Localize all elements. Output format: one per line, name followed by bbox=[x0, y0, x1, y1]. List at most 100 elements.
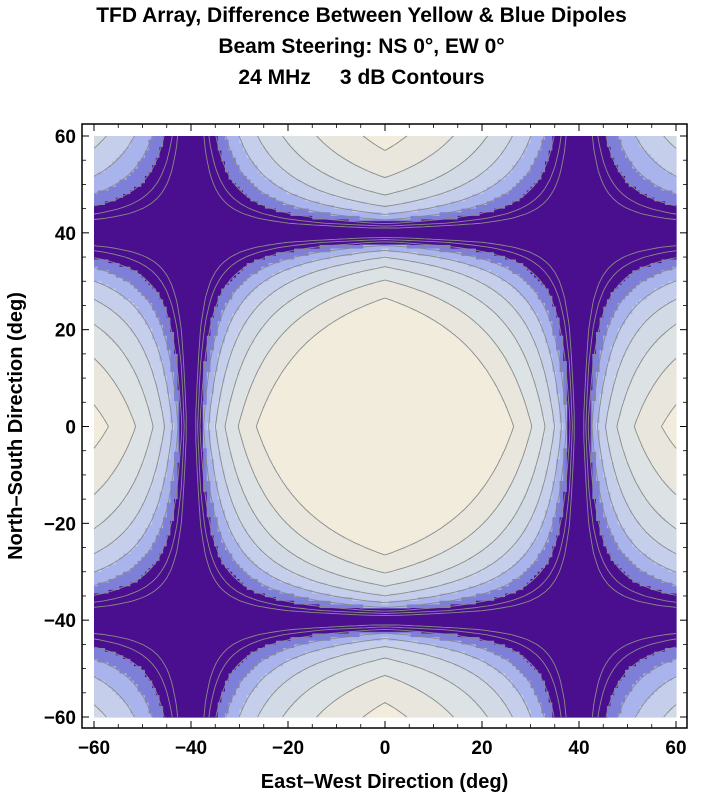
contour-cell bbox=[250, 165, 254, 169]
contour-cell bbox=[345, 187, 349, 191]
contour-cell bbox=[672, 198, 676, 202]
contour-cell bbox=[432, 169, 436, 173]
contour-cell bbox=[207, 212, 211, 216]
contour-cell bbox=[207, 194, 211, 198]
contour-cell bbox=[556, 187, 560, 191]
contour-cell bbox=[203, 172, 207, 176]
contour-cell bbox=[174, 216, 178, 220]
contour-cell bbox=[418, 147, 422, 151]
contour-cell bbox=[141, 187, 145, 191]
contour-cell bbox=[531, 172, 535, 176]
contour-cell bbox=[149, 154, 153, 158]
contour-cell bbox=[276, 169, 280, 173]
contour-cell bbox=[432, 161, 436, 165]
contour-cell bbox=[105, 183, 109, 187]
contour-cell bbox=[429, 172, 433, 176]
contour-cell bbox=[483, 194, 487, 198]
contour-cell bbox=[127, 158, 131, 162]
contour-cell bbox=[527, 161, 531, 165]
contour-cell bbox=[443, 165, 447, 169]
contour-cell bbox=[112, 147, 116, 151]
contour-cell bbox=[607, 136, 611, 140]
contour-cell bbox=[392, 183, 396, 187]
contour-cell bbox=[472, 140, 476, 144]
contour-cell bbox=[560, 198, 564, 202]
contour-cell bbox=[225, 176, 229, 180]
contour-cell bbox=[614, 180, 618, 184]
contour-cell bbox=[247, 143, 251, 147]
contour-cell bbox=[134, 190, 138, 194]
contour-cell bbox=[327, 169, 331, 173]
contour-cell bbox=[330, 172, 334, 176]
contour-cell bbox=[349, 169, 353, 173]
contour-cell bbox=[629, 201, 633, 205]
contour-cell bbox=[334, 161, 338, 165]
contour-cell bbox=[640, 136, 644, 140]
contour-cell bbox=[538, 136, 542, 140]
contour-cell bbox=[541, 205, 545, 209]
contour-cell bbox=[385, 161, 389, 165]
contour-cell bbox=[512, 205, 516, 209]
contour-cell bbox=[352, 136, 356, 140]
contour-cell bbox=[465, 187, 469, 191]
contour-cell bbox=[349, 151, 353, 155]
contour-cell bbox=[563, 245, 567, 249]
contour-cell bbox=[494, 151, 498, 155]
contour-cell bbox=[119, 198, 123, 202]
contour-cell bbox=[174, 176, 178, 180]
contour-cell bbox=[109, 169, 113, 173]
contour-cell bbox=[407, 136, 411, 140]
contour-cell bbox=[138, 143, 142, 147]
contour-cell bbox=[276, 190, 280, 194]
contour-cell bbox=[410, 143, 414, 147]
contour-cell bbox=[647, 216, 651, 220]
contour-cell bbox=[432, 154, 436, 158]
contour-cell bbox=[105, 147, 109, 151]
contour-cell bbox=[556, 140, 560, 144]
contour-cell bbox=[283, 205, 287, 209]
contour-cell bbox=[330, 154, 334, 158]
contour-cell bbox=[98, 176, 102, 180]
contour-cell bbox=[636, 216, 640, 220]
contour-cell bbox=[338, 136, 342, 140]
contour-cell bbox=[458, 147, 462, 151]
contour-cell bbox=[341, 143, 345, 147]
contour-cell bbox=[98, 136, 102, 140]
contour-cell bbox=[432, 190, 436, 194]
contour-cell bbox=[447, 205, 451, 209]
contour-cell bbox=[556, 194, 560, 198]
contour-cell bbox=[334, 216, 338, 220]
contour-cell bbox=[210, 190, 214, 194]
contour-cell bbox=[269, 216, 273, 220]
contour-cell bbox=[501, 201, 505, 205]
contour-cell bbox=[203, 176, 207, 180]
contour-cell bbox=[600, 216, 604, 220]
contour-cell bbox=[538, 212, 542, 216]
contour-cell bbox=[549, 161, 553, 165]
contour-cell bbox=[509, 172, 513, 176]
contour-cell bbox=[523, 245, 527, 249]
contour-cell bbox=[334, 165, 338, 169]
contour-cell bbox=[621, 161, 625, 165]
contour-cell bbox=[385, 198, 389, 202]
contour-cell bbox=[98, 161, 102, 165]
contour-cell bbox=[403, 151, 407, 155]
contour-cell bbox=[283, 147, 287, 151]
contour-cell bbox=[672, 165, 676, 169]
contour-cell bbox=[98, 209, 102, 213]
contour-cell bbox=[283, 180, 287, 184]
contour-cell bbox=[341, 151, 345, 155]
contour-cell bbox=[560, 151, 564, 155]
contour-cell bbox=[461, 154, 465, 158]
contour-cell bbox=[214, 245, 218, 249]
contour-cell bbox=[396, 147, 400, 151]
contour-cell bbox=[240, 198, 244, 202]
contour-cell bbox=[94, 154, 98, 158]
contour-cell bbox=[123, 165, 127, 169]
contour-cell bbox=[436, 201, 440, 205]
contour-cell bbox=[654, 194, 658, 198]
contour-cell bbox=[280, 183, 284, 187]
contour-cell bbox=[552, 176, 556, 180]
contour-cell bbox=[407, 198, 411, 202]
contour-cell bbox=[225, 209, 229, 213]
